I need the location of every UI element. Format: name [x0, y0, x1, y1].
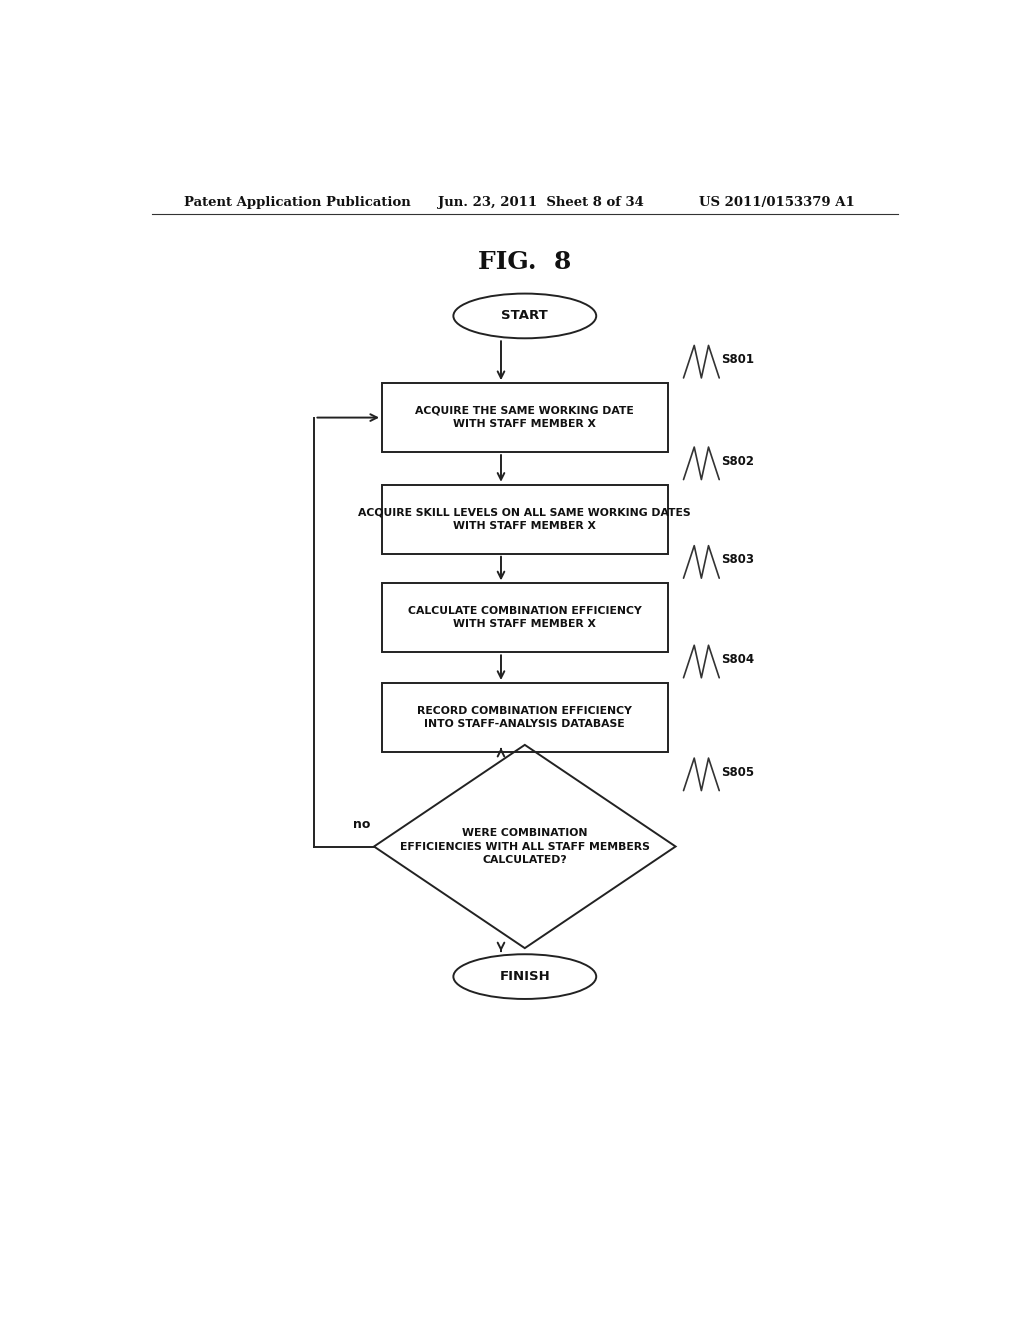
Text: CALCULATE COMBINATION EFFICIENCY
WITH STAFF MEMBER X: CALCULATE COMBINATION EFFICIENCY WITH ST…: [408, 606, 642, 630]
Text: S801: S801: [722, 354, 755, 366]
Text: FIG.  8: FIG. 8: [478, 249, 571, 275]
Text: Jun. 23, 2011  Sheet 8 of 34: Jun. 23, 2011 Sheet 8 of 34: [437, 195, 643, 209]
Text: no: no: [352, 818, 370, 832]
Text: ACQUIRE THE SAME WORKING DATE
WITH STAFF MEMBER X: ACQUIRE THE SAME WORKING DATE WITH STAFF…: [416, 407, 634, 429]
Text: US 2011/0153379 A1: US 2011/0153379 A1: [699, 195, 855, 209]
Text: RECORD COMBINATION EFFICIENCY
INTO STAFF-ANALYSIS DATABASE: RECORD COMBINATION EFFICIENCY INTO STAFF…: [418, 706, 632, 729]
Text: ACQUIRE SKILL LEVELS ON ALL SAME WORKING DATES
WITH STAFF MEMBER X: ACQUIRE SKILL LEVELS ON ALL SAME WORKING…: [358, 508, 691, 531]
Text: S802: S802: [722, 455, 755, 467]
Text: Patent Application Publication: Patent Application Publication: [183, 195, 411, 209]
Text: S805: S805: [722, 766, 755, 779]
Text: S803: S803: [722, 553, 755, 566]
Text: S804: S804: [722, 653, 755, 667]
Text: WERE COMBINATION
EFFICIENCIES WITH ALL STAFF MEMBERS
CALCULATED?: WERE COMBINATION EFFICIENCIES WITH ALL S…: [399, 829, 650, 865]
Text: FINISH: FINISH: [500, 970, 550, 983]
Text: START: START: [502, 309, 548, 322]
